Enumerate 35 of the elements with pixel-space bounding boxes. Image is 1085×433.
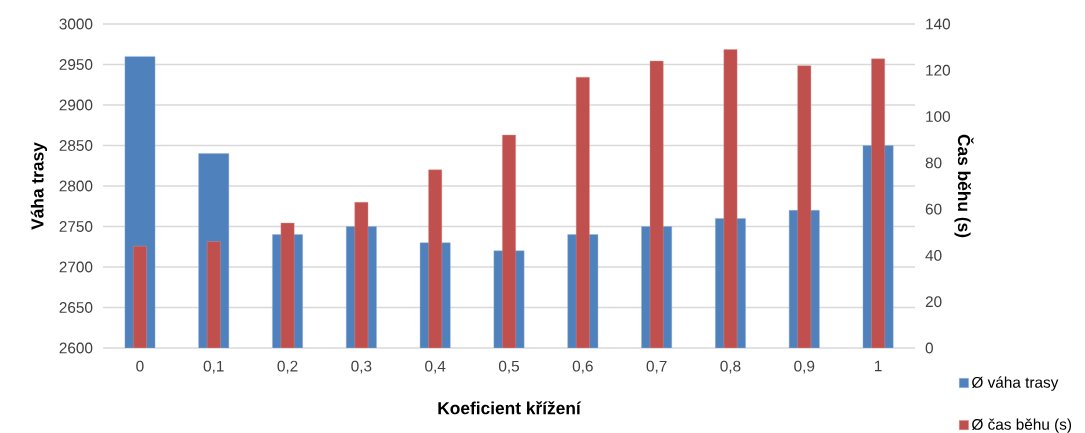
x-tick-label: 0,9	[794, 360, 815, 374]
x-tick-label: 0,5	[498, 360, 520, 374]
y-tick-label: 2800	[59, 180, 93, 192]
x-tick-label: 0	[136, 360, 144, 372]
y-tick-label: 3000	[59, 18, 93, 30]
y-tick-label: 2900	[59, 99, 93, 111]
y2-tick-label: 60	[925, 203, 942, 215]
y2-tick-label: 0	[925, 342, 933, 354]
legend-label: Ø čas běhu (s)	[971, 418, 1072, 433]
x-axis-title: Koeficient křížení	[438, 401, 582, 415]
x-tick-label: 0,6	[572, 360, 593, 374]
y2-tick-label: 140	[926, 18, 951, 30]
y2-axis-title: Čas běhu (s)	[954, 134, 974, 238]
x-tick-label: 0,2	[277, 360, 298, 374]
y-tick-label: 2700	[59, 261, 93, 273]
bar	[206, 241, 221, 348]
y2-tick-label: 100	[926, 111, 951, 122]
y-axis-title: Váha trasy	[30, 142, 48, 230]
y2-tick-label: 120	[926, 64, 951, 76]
y-tick-label: 2850	[59, 140, 93, 151]
y-tick-label: 2950	[59, 59, 93, 70]
x-tick-label: 1	[875, 360, 882, 372]
y-tick-label: 2650	[59, 302, 93, 313]
y2-tick-label: 20	[925, 296, 942, 308]
bar	[133, 245, 147, 348]
y2-tick-label: 80	[925, 157, 942, 169]
legend-label: Ø váha trasy	[971, 376, 1059, 391]
y-tick-label: 2750	[59, 221, 93, 232]
x-tick-label: 0,8	[720, 360, 741, 374]
y-tick-label: 2600	[59, 342, 93, 354]
x-tick-label: 0,1	[203, 360, 224, 374]
y2-tick-label: 40	[925, 250, 942, 261]
x-tick-label: 0,7	[646, 360, 667, 374]
x-tick-label: 0,3	[351, 360, 372, 374]
x-tick-label: 0,4	[425, 360, 446, 374]
